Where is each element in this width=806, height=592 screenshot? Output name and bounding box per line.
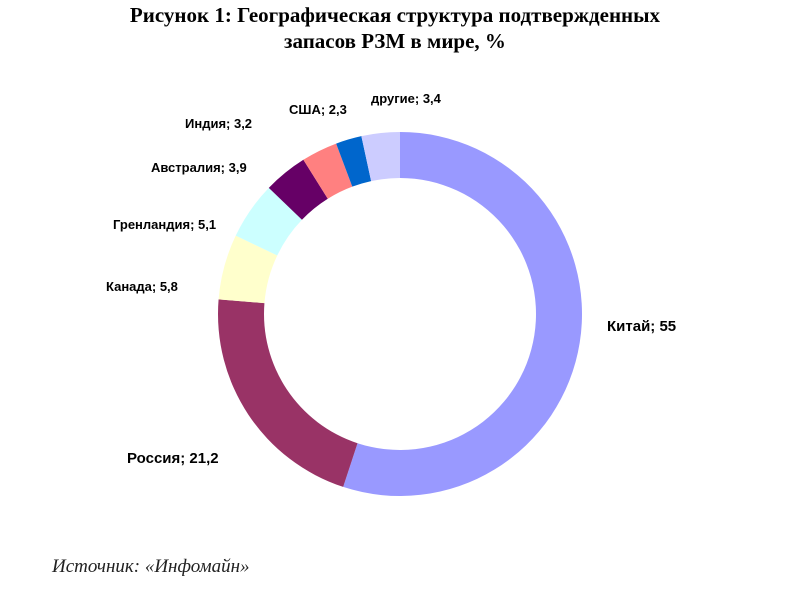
slice-1 [343,132,582,496]
slice-label-3: Канада; 5,8 [106,279,178,294]
chart-title-line-2: запасов РЗМ в мире, % [284,29,506,53]
slice-label-5: Австралия; 3,9 [151,160,247,175]
slice-5 [268,159,328,220]
slice-label-8: другие; 3,4 [371,91,442,106]
slice-label-7: США; 2,3 [289,102,347,117]
source-note: Источник: «Инфомайн» [52,556,250,577]
slice-label-6: Индия; 3,2 [185,116,252,131]
slice-labels: Китай; 55 Россия; 21,2 Канада; 5,8 Гренланд… [106,91,676,467]
slice-6 [303,143,353,199]
slice-7 [336,136,372,187]
chart-title-line-1: Рисунок 1: Географическая структура подт… [129,3,661,27]
slice-label-2: Россия; 21,2 [127,450,219,467]
slice-label-4: Гренландия; 5,1 [113,217,216,232]
slice-2 [218,299,358,487]
slice-label-1: Китай; 55 [607,318,676,335]
slice-8 [361,132,400,182]
donut-slices [218,132,582,496]
slice-3 [218,235,278,304]
slice-4 [235,187,302,256]
chart-title: Рисунок 1: Географическая структура подт… [0,2,790,54]
